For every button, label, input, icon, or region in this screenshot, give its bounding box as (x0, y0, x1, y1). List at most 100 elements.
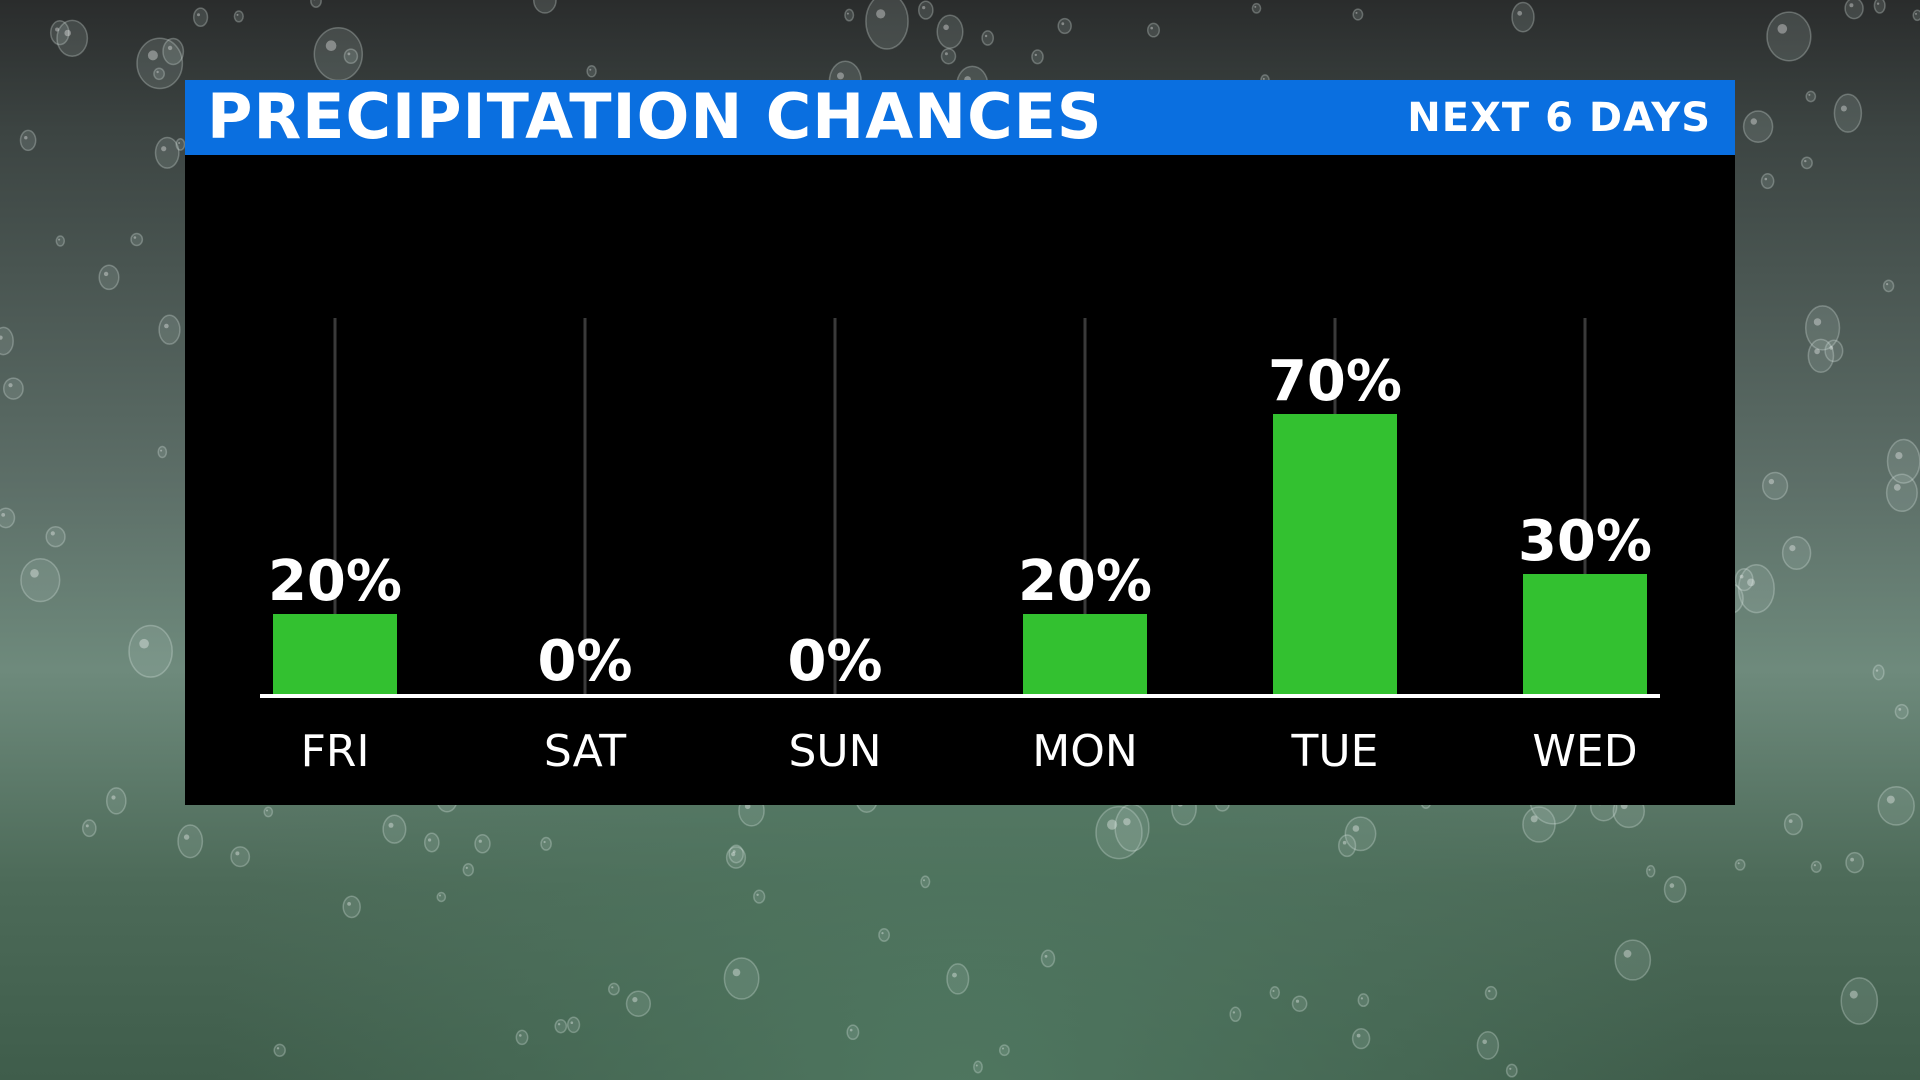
raindrop (1760, 173, 1775, 190)
raindrop (263, 806, 274, 818)
raindrop-highlight (1107, 819, 1118, 830)
raindrop-highlight (1768, 478, 1775, 485)
raindrop (1886, 438, 1920, 484)
raindrop (2, 377, 24, 400)
raindrop (158, 314, 181, 345)
raindrop (846, 1024, 860, 1041)
raindrop (1522, 806, 1556, 843)
raindrop-highlight (1360, 997, 1363, 1000)
raindrop (1031, 49, 1044, 65)
raindrop (1844, 0, 1864, 20)
raindrop-highlight (1814, 348, 1820, 355)
raindrop (1344, 816, 1377, 852)
raindrop (625, 990, 652, 1017)
raindrop-highlight (1893, 484, 1901, 491)
raindrop (1351, 1027, 1371, 1050)
raindrop (1476, 1030, 1500, 1060)
raindrop-highlight (30, 569, 39, 578)
raindrop (725, 846, 747, 869)
raindrop-highlight (1295, 999, 1300, 1003)
raindrop-highlight (732, 968, 741, 977)
raindrop-highlight (1895, 452, 1903, 460)
raindrop (1761, 471, 1789, 501)
raindrop-highlight (1876, 2, 1880, 5)
raindrop (723, 957, 760, 1000)
raindrop-highlight (147, 50, 158, 61)
raindrop (175, 137, 186, 151)
raindrop-highlight (923, 879, 925, 882)
raindrop (45, 526, 66, 548)
raindrop-highlight (732, 850, 736, 854)
raindrop-highlight (1262, 77, 1265, 80)
raindrop (998, 1044, 1010, 1057)
raindrop-highlight (557, 1022, 561, 1026)
chart-subtitle: NEXT 6 DAYS (1407, 95, 1711, 141)
raindrop (1805, 90, 1817, 103)
raindrop-highlight (1, 513, 6, 517)
raindrop (1872, 664, 1885, 681)
raindrop (273, 1043, 286, 1057)
raindrop-highlight (325, 40, 337, 51)
chart-title: PRECIPITATION CHANCES (207, 80, 1103, 153)
category-label-fri: FRI (301, 726, 370, 777)
raindrop (532, 0, 557, 14)
raindrop-highlight (570, 1021, 574, 1024)
raindrop (1146, 22, 1161, 38)
raindrop-highlight (922, 6, 926, 10)
raindrop (192, 7, 209, 28)
raindrop (177, 824, 204, 859)
raindrop-highlight (347, 52, 351, 56)
raindrop-highlight (1488, 989, 1491, 993)
raindrop-highlight (1355, 11, 1358, 14)
value-label-sat: 0% (537, 629, 632, 694)
bar-fri (273, 614, 397, 694)
raindrop-highlight (1915, 12, 1917, 15)
raindrop (105, 787, 127, 815)
raindrop (844, 8, 855, 22)
raindrop-highlight (943, 24, 949, 31)
raindrop (136, 37, 184, 90)
raindrop-highlight (167, 45, 173, 51)
raindrop (1229, 1006, 1242, 1023)
raindrop (946, 963, 970, 995)
raindrop (1840, 977, 1879, 1025)
raindrop-highlight (1829, 346, 1834, 350)
raindrop-highlight (1352, 825, 1360, 832)
raindrop (1291, 995, 1308, 1012)
raindrop-highlight (632, 997, 638, 1003)
raindrop-highlight (1886, 795, 1895, 804)
raindrop-highlight (975, 1064, 978, 1067)
raindrop (1810, 860, 1822, 873)
raindrop-highlight (1789, 545, 1796, 552)
raindrop (128, 624, 173, 678)
raindrop-highlight (111, 795, 116, 800)
raindrop-highlight (837, 72, 844, 80)
category-label-tue: TUE (1291, 726, 1379, 777)
raindrop (474, 834, 491, 854)
raindrop (1737, 564, 1775, 614)
raindrop-highlight (1517, 10, 1523, 16)
raindrop (607, 982, 620, 996)
raindrop-highlight (1669, 883, 1675, 888)
raindrop (1894, 703, 1909, 720)
raindrop-highlight (439, 894, 441, 897)
raindrop-highlight (519, 1034, 522, 1037)
raindrop-highlight (876, 9, 886, 19)
raindrop (1114, 803, 1150, 852)
raindrop-highlight (1482, 1039, 1487, 1045)
raindrop-highlight (881, 932, 884, 935)
raindrop (162, 37, 185, 66)
raindrop-highlight (1648, 868, 1651, 871)
raindrop-highlight (1750, 118, 1758, 125)
raindrop-highlight (1123, 818, 1131, 826)
raindrop-highlight (1254, 5, 1257, 8)
raindrop (130, 232, 144, 247)
raindrop-highlight (952, 972, 957, 978)
raindrop-highlight (1808, 93, 1811, 96)
raindrop-highlight (1034, 53, 1038, 57)
raindrop (1511, 1, 1535, 33)
raindrop (1845, 851, 1865, 874)
raindrop-highlight (197, 13, 200, 17)
raindrop (1766, 11, 1812, 62)
raindrop (728, 844, 744, 864)
